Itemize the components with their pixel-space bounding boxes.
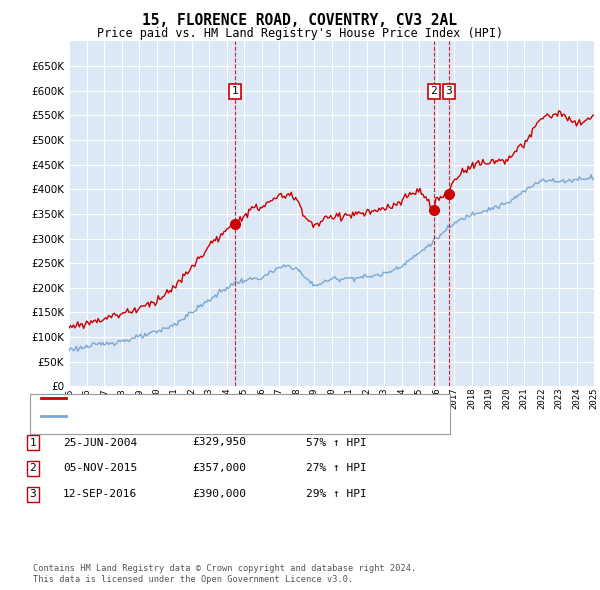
Text: 15, FLORENCE ROAD, COVENTRY, CV3 2AL: 15, FLORENCE ROAD, COVENTRY, CV3 2AL (143, 13, 458, 28)
Text: 3: 3 (29, 490, 37, 499)
Text: 1: 1 (29, 438, 37, 447)
Text: 29% ↑ HPI: 29% ↑ HPI (306, 490, 367, 499)
Text: £390,000: £390,000 (192, 490, 246, 499)
Text: 57% ↑ HPI: 57% ↑ HPI (306, 438, 367, 447)
Text: 2: 2 (430, 86, 437, 96)
Text: 2: 2 (29, 464, 37, 473)
Text: 25-JUN-2004: 25-JUN-2004 (63, 438, 137, 447)
Text: 12-SEP-2016: 12-SEP-2016 (63, 490, 137, 499)
Text: 15, FLORENCE ROAD, COVENTRY, CV3 2AL (detached house): 15, FLORENCE ROAD, COVENTRY, CV3 2AL (de… (71, 394, 402, 403)
Text: HPI: Average price, detached house, Coventry: HPI: Average price, detached house, Cove… (71, 411, 346, 421)
Text: 3: 3 (445, 86, 452, 96)
Text: 27% ↑ HPI: 27% ↑ HPI (306, 464, 367, 473)
Text: Contains HM Land Registry data © Crown copyright and database right 2024.: Contains HM Land Registry data © Crown c… (33, 565, 416, 573)
Text: £357,000: £357,000 (192, 464, 246, 473)
Text: £329,950: £329,950 (192, 438, 246, 447)
Text: 05-NOV-2015: 05-NOV-2015 (63, 464, 137, 473)
Text: 1: 1 (232, 86, 238, 96)
Text: Price paid vs. HM Land Registry's House Price Index (HPI): Price paid vs. HM Land Registry's House … (97, 27, 503, 40)
Text: This data is licensed under the Open Government Licence v3.0.: This data is licensed under the Open Gov… (33, 575, 353, 584)
